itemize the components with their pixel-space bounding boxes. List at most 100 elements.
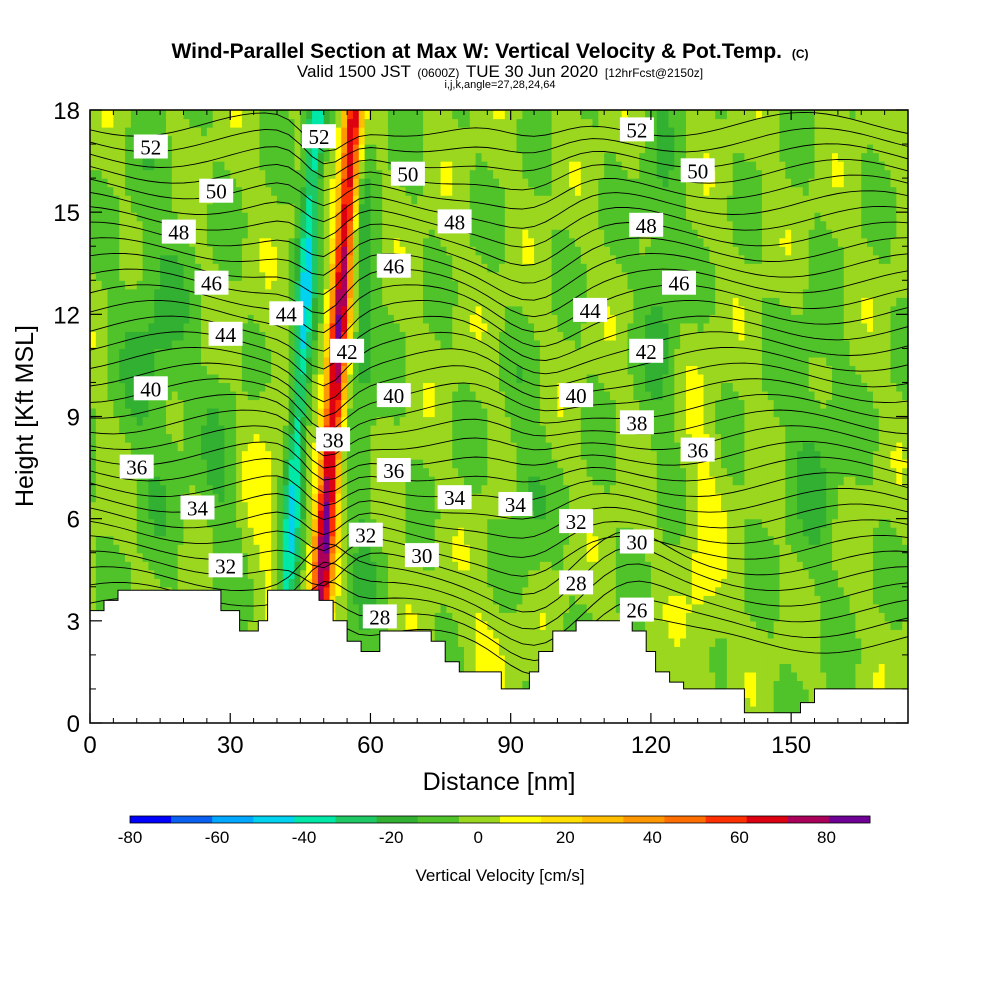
velocity-cell [896,663,903,673]
velocity-cell [259,518,266,528]
velocity-cell [832,484,839,494]
velocity-cell [791,569,798,579]
velocity-cell [867,637,874,647]
velocity-cell [452,450,459,460]
velocity-cell [347,603,354,613]
velocity-cell [744,595,751,605]
velocity-cell [259,595,266,605]
velocity-cell [230,493,237,503]
velocity-cell [650,433,658,443]
velocity-cell [458,544,465,554]
velocity-cell [259,552,266,562]
velocity-cell [417,416,424,426]
velocity-cell [697,501,705,511]
velocity-cell [680,671,687,682]
velocity-cell [545,493,553,503]
velocity-cell [674,510,681,520]
velocity-cell [837,527,845,537]
velocity-cell [574,416,582,426]
velocity-cell [253,510,261,520]
velocity-cell [732,484,740,494]
velocity-cell [499,595,506,605]
velocity-cell [855,654,862,664]
velocity-cell [867,646,874,656]
velocity-cell [610,535,617,545]
velocity-cell [341,510,348,520]
velocity-cell [335,586,342,596]
velocity-cell [504,476,512,486]
velocity-cell [545,578,553,588]
velocity-cell [779,637,786,647]
velocity-cell [90,459,97,469]
velocity-cell [329,569,336,579]
velocity-cell [95,459,103,469]
velocity-cell [241,544,249,554]
velocity-cell [499,561,506,571]
velocity-cell [791,425,798,435]
velocity-cell [510,663,518,673]
velocity-cell [288,561,296,571]
velocity-cell [136,518,144,528]
velocity-cell [113,561,120,571]
velocity-cell [715,552,722,562]
velocity-cell [434,476,442,486]
velocity-cell [656,620,664,630]
velocity-cell [791,442,798,452]
velocity-cell [201,578,208,588]
velocity-cell [265,518,272,528]
velocity-cell [563,544,570,554]
velocity-cell [826,603,833,613]
velocity-cell [650,578,658,588]
velocity-cell [674,569,681,579]
velocity-cell [650,552,658,562]
velocity-cell [417,578,424,588]
velocity-cell [604,518,611,528]
velocity-cell [113,493,120,503]
velocity-cell [113,501,120,511]
velocity-cell [148,416,155,426]
velocity-cell [744,603,751,613]
velocity-cell [615,561,623,571]
velocity-cell [288,527,296,537]
velocity-cell [101,561,109,571]
velocity-cell [382,595,389,605]
velocity-cell [364,476,372,486]
velocity-cell [662,578,670,588]
velocity-cell [610,493,617,503]
velocity-cell [756,688,763,699]
velocity-cell [820,552,827,562]
velocity-cell [861,603,868,613]
velocity-cell [890,586,897,596]
velocity-cell [522,603,529,613]
velocity-cell [288,442,296,452]
velocity-cell [773,450,781,460]
velocity-cell [732,544,740,554]
velocity-cell [837,467,845,477]
velocity-cell [352,476,360,486]
velocity-cell [574,612,582,622]
velocity-cell [446,450,453,460]
velocity-cell [230,425,237,435]
velocity-cell [668,518,675,528]
velocity-cell [341,595,348,605]
velocity-cell [849,603,857,613]
velocity-cell [563,561,570,571]
velocity-cell [709,637,716,647]
velocity-cell [236,442,243,452]
velocity-cell [458,433,465,443]
velocity-cell [715,654,722,664]
velocity-cell [236,425,243,435]
velocity-cell [744,433,751,443]
velocity-cell [452,425,459,435]
velocity-cell [814,459,821,469]
velocity-cell [107,493,114,503]
velocity-cell [732,501,740,511]
velocity-cell [241,433,249,443]
velocity-cell [650,544,658,554]
velocity-cell [276,561,284,571]
velocity-cell [639,450,646,460]
velocity-cell [358,544,366,554]
velocity-cell [224,501,231,511]
velocity-cell [352,510,360,520]
velocity-cell [668,552,675,562]
